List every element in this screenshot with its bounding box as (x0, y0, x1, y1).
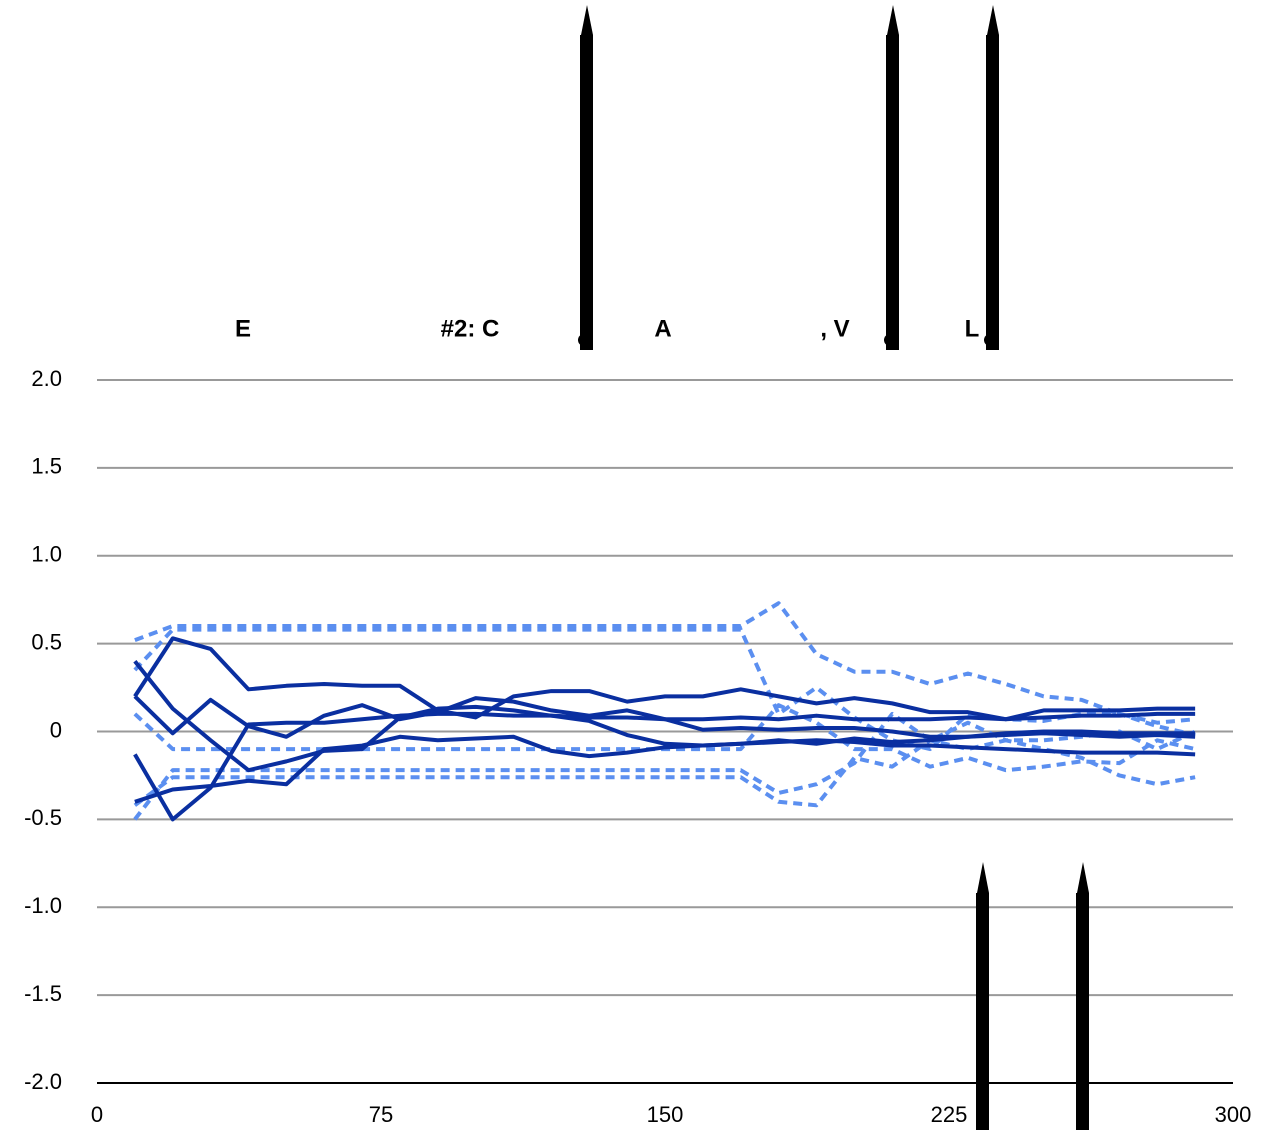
annotation: E (235, 315, 251, 342)
y-tick-label: 1.5 (31, 454, 62, 479)
series-line (133, 659, 1196, 773)
y-tick-label: 0.5 (31, 629, 62, 654)
series-line (133, 729, 1196, 808)
y-tick-label: -1.0 (24, 893, 62, 918)
series-line (133, 636, 1196, 722)
pencil (1076, 862, 1089, 1130)
y-tick-label: 2.0 (31, 366, 62, 391)
x-tick-label: 300 (1215, 1102, 1252, 1127)
annotation: , V (820, 315, 849, 342)
annotation: #2: C (441, 315, 500, 342)
pencil (976, 862, 989, 1130)
overlay-pencils (578, 5, 1089, 1130)
series-line (133, 711, 1196, 821)
x-tick-label: 150 (647, 1102, 684, 1127)
y-tick-label: -0.5 (24, 805, 62, 830)
series-line (134, 601, 1196, 725)
annotation: L (965, 315, 980, 342)
y-tick-label: -1.5 (24, 981, 62, 1006)
y-tick-label: -2.0 (24, 1069, 62, 1094)
series-line (134, 734, 1196, 804)
x-tick-label: 75 (369, 1102, 393, 1127)
series-line (133, 711, 1196, 822)
pencil (884, 5, 899, 350)
plot-area: 2.0 1.5 1.0 0.5 0 -0.5 -1.0 -1.5 -2.0 0 75 150 225 30… (24, 315, 1251, 1126)
y-tick-label: 0 (50, 717, 62, 742)
y-tick-label: 1.0 (31, 542, 62, 567)
annotation: A (654, 315, 671, 342)
pencil (578, 5, 593, 350)
x-tick-label: 225 (931, 1102, 968, 1127)
pencil (984, 5, 999, 350)
x-tick-label: 0 (91, 1102, 103, 1127)
